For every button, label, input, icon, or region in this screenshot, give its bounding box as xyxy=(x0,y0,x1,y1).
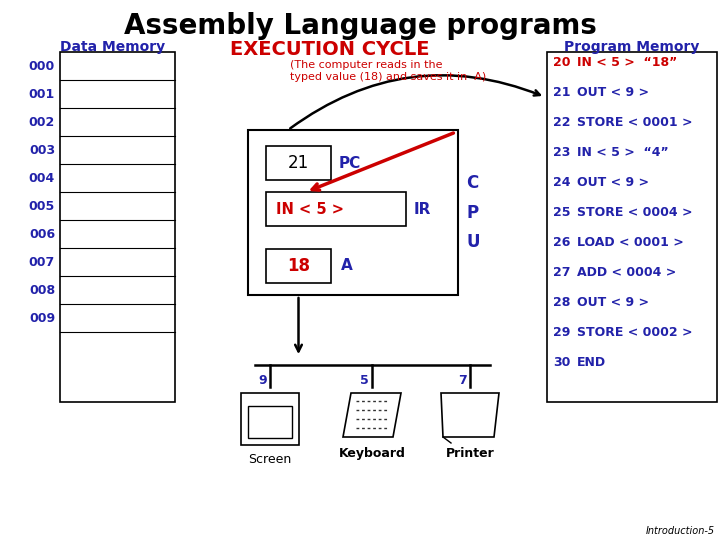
Text: 004: 004 xyxy=(29,172,55,185)
Text: OUT < 9 >: OUT < 9 > xyxy=(577,86,649,99)
Text: PC: PC xyxy=(339,156,361,171)
Bar xyxy=(248,406,292,438)
Text: 008: 008 xyxy=(29,284,55,296)
Text: 18: 18 xyxy=(287,257,310,275)
Text: 30: 30 xyxy=(553,356,570,369)
Text: 25: 25 xyxy=(553,206,570,219)
Text: (The computer reads in the: (The computer reads in the xyxy=(290,60,443,70)
Text: IN < 5 >: IN < 5 > xyxy=(276,201,344,217)
Text: 001: 001 xyxy=(29,87,55,100)
Text: 7: 7 xyxy=(458,374,467,387)
Text: 23: 23 xyxy=(553,146,570,159)
Text: 29: 29 xyxy=(553,326,570,339)
Text: Printer: Printer xyxy=(446,447,495,460)
Bar xyxy=(266,249,331,283)
Text: 26: 26 xyxy=(553,236,570,249)
Text: 006: 006 xyxy=(29,227,55,240)
Text: Data Memory: Data Memory xyxy=(60,40,166,54)
Text: 9: 9 xyxy=(258,374,267,387)
Text: STORE < 0004 >: STORE < 0004 > xyxy=(577,206,693,219)
Text: Assembly Language programs: Assembly Language programs xyxy=(124,12,596,40)
Polygon shape xyxy=(441,393,499,437)
Text: 5: 5 xyxy=(360,374,369,387)
Text: STORE < 0001 >: STORE < 0001 > xyxy=(577,116,693,129)
Text: STORE < 0002 >: STORE < 0002 > xyxy=(577,326,693,339)
Text: A: A xyxy=(341,259,353,273)
Text: 000: 000 xyxy=(29,59,55,72)
Text: OUT < 9 >: OUT < 9 > xyxy=(577,296,649,309)
Text: LOAD < 0001 >: LOAD < 0001 > xyxy=(577,236,684,249)
Text: EXECUTION CYCLE: EXECUTION CYCLE xyxy=(230,40,430,59)
FancyArrowPatch shape xyxy=(312,133,454,190)
Bar xyxy=(241,393,299,445)
Text: 21: 21 xyxy=(553,86,570,99)
Text: OUT < 9 >: OUT < 9 > xyxy=(577,176,649,189)
Text: 27: 27 xyxy=(553,266,570,279)
Text: Screen: Screen xyxy=(248,453,292,466)
Text: 002: 002 xyxy=(29,116,55,129)
Text: IR: IR xyxy=(414,201,431,217)
Text: 007: 007 xyxy=(29,255,55,268)
Text: Introduction-5: Introduction-5 xyxy=(646,526,715,536)
Text: ADD < 0004 >: ADD < 0004 > xyxy=(577,266,676,279)
Text: 28: 28 xyxy=(553,296,570,309)
FancyArrowPatch shape xyxy=(290,75,540,129)
Text: 24: 24 xyxy=(553,176,570,189)
Text: Keyboard: Keyboard xyxy=(338,447,405,460)
Text: 009: 009 xyxy=(29,312,55,325)
Bar xyxy=(266,192,406,226)
Text: 005: 005 xyxy=(29,199,55,213)
Text: C
P
U: C P U xyxy=(466,174,480,251)
Text: 003: 003 xyxy=(29,144,55,157)
Text: 22: 22 xyxy=(553,116,570,129)
Text: typed value (18) and saves it in  A): typed value (18) and saves it in A) xyxy=(290,72,486,82)
Text: END: END xyxy=(577,356,606,369)
Bar xyxy=(60,52,175,402)
Bar xyxy=(248,130,458,295)
Text: IN < 5 >  “18”: IN < 5 > “18” xyxy=(577,56,678,69)
Text: 20: 20 xyxy=(553,56,570,69)
Text: 21: 21 xyxy=(288,154,309,172)
Bar xyxy=(547,52,717,402)
Text: Program Memory: Program Memory xyxy=(564,40,700,54)
Bar xyxy=(266,146,331,180)
Polygon shape xyxy=(343,393,401,437)
Text: IN < 5 >  “4”: IN < 5 > “4” xyxy=(577,146,669,159)
